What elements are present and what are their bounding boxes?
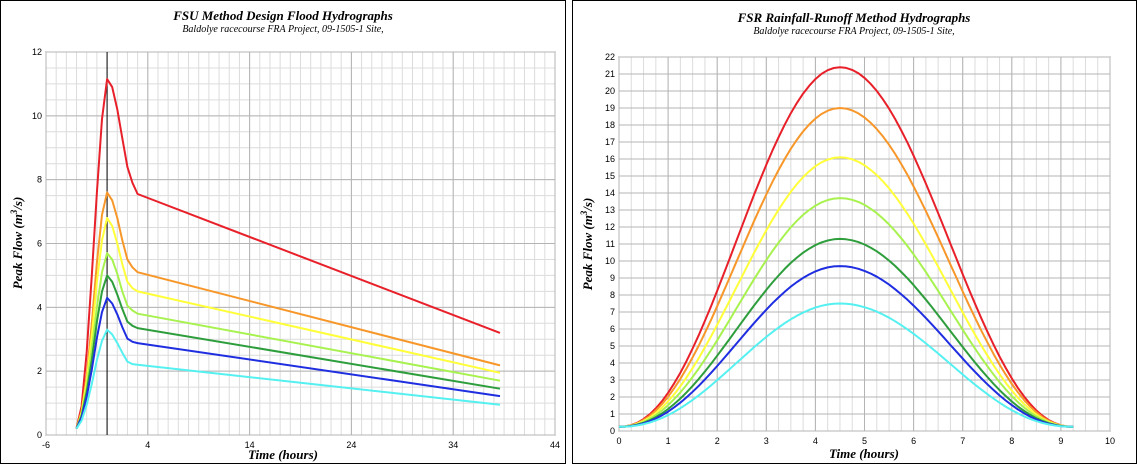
fsr-y-tick-label: 2 [610, 392, 615, 402]
fsr-y-tick-label: 6 [610, 324, 615, 334]
fsr-series-line-2 [618, 107, 1074, 428]
fsr-x-tick-label: 5 [862, 436, 867, 446]
fsr-y-tick-label: 4 [610, 358, 615, 368]
fsr-y-tick-label: 13 [605, 205, 615, 215]
fsr-y-tick-label: 21 [605, 69, 615, 79]
fsu-y-tick-label: 10 [32, 111, 42, 121]
fsu-hydrograph-chart: FSU Method Design Flood Hydrographs Bald… [0, 0, 566, 464]
fsr-x-tick-label: 2 [715, 436, 720, 446]
fsu-series-line-6 [75, 296, 501, 430]
fsu-x-tick-label: 14 [245, 440, 255, 450]
fsr-y-tick-label: 16 [605, 154, 615, 164]
fsu-series-line-5 [75, 274, 501, 429]
fsr-x-tick-label: 3 [764, 436, 769, 446]
fsr-x-tick-label: 1 [666, 436, 671, 446]
fsr-x-tick-label: 9 [1058, 436, 1063, 446]
fsr-x-tick-label: 10 [1105, 436, 1115, 446]
fsr-x-tick-label: 0 [616, 436, 621, 446]
fsr-y-tick-label: 9 [610, 273, 615, 283]
fsu-y-tick-label: 8 [37, 175, 42, 185]
fsu-x-tick-label: 24 [346, 440, 356, 450]
fsr-y-tick-label: 12 [605, 222, 615, 232]
fsr-y-tick-label: 17 [605, 137, 615, 147]
fsr-series-line-1 [618, 66, 1074, 428]
fsr-y-tick-label: 22 [605, 52, 615, 62]
fsr-series-line-5 [618, 237, 1074, 428]
fsr-y-tick-label: 0 [610, 426, 615, 436]
fsr-y-tick-label: 18 [605, 120, 615, 130]
fsr-series-line-7 [618, 302, 1074, 428]
fsu-series-line-1 [75, 78, 501, 429]
fsr-chart-canvas: FSR Rainfall-Runoff Method Hydrographs B… [572, 0, 1137, 464]
fsr-y-tick-label: 10 [605, 256, 615, 266]
fsu-y-tick-label: 2 [37, 366, 42, 376]
fsu-y-tick-label: 6 [37, 239, 42, 249]
fsu-x-axis-label: Time (hours) [248, 447, 318, 462]
fsr-y-tick-label: 14 [605, 188, 615, 198]
fsr-y-tick-label: 8 [610, 290, 615, 300]
fsr-y-tick-label: 5 [610, 341, 615, 351]
fsr-tick-labels: 0 1 2 3 4 5 6 7 8 9 100123456789101112131415161718… [605, 52, 1115, 446]
fsr-y-tick-label: 19 [605, 103, 615, 113]
fsu-x-tick-label: -6 [42, 440, 50, 450]
fsr-chart-subtitle: Baldolye racecourse FRA Project, 09-1505… [753, 26, 954, 37]
fsu-series-line-7 [75, 328, 501, 430]
fsr-series-line-6 [618, 265, 1074, 428]
fsu-y-tick-label: 0 [37, 430, 42, 440]
fsr-y-axis-label: Peak Flow (m3/s) [579, 198, 595, 291]
fsr-x-tick-label: 6 [911, 436, 916, 446]
fsr-series-line-4 [618, 197, 1074, 428]
fsu-series-group [75, 78, 501, 430]
fsr-y-tick-label: 3 [610, 375, 615, 385]
fsr-x-tick-label: 8 [1009, 436, 1014, 446]
fsu-chart-title: FSU Method Design Flood Hydrographs [172, 8, 393, 23]
fsu-y-tick-label: 12 [32, 47, 42, 57]
fsr-y-tick-label: 20 [605, 86, 615, 96]
fsr-x-tick-label: 7 [960, 436, 965, 446]
fsr-grid [618, 56, 1111, 432]
fsu-chart-canvas: FSU Method Design Flood Hydrographs Bald… [0, 0, 566, 464]
fsr-y-tick-label: 1 [610, 409, 615, 419]
fsr-x-axis-label: Time (hours) [829, 446, 899, 461]
fsr-series-line-3 [618, 156, 1074, 428]
fsr-chart-title: FSR Rainfall-Runoff Method Hydrographs [737, 10, 971, 25]
fsr-y-tick-label: 11 [606, 239, 615, 249]
fsr-y-tick-label: 7 [610, 307, 615, 317]
fsu-x-tick-label: 34 [448, 440, 458, 450]
fsr-series-group [618, 66, 1074, 428]
fsr-x-tick-label: 4 [813, 436, 818, 446]
fsr-hydrograph-chart: FSR Rainfall-Runoff Method Hydrographs B… [572, 0, 1137, 464]
fsu-x-tick-label: 4 [145, 440, 150, 450]
fsr-y-tick-label: 15 [605, 171, 615, 181]
fsu-y-axis-label: Peak Flow (m3/s) [9, 197, 25, 290]
fsu-y-tick-label: 4 [37, 302, 42, 312]
fsu-chart-subtitle: Baldolye racecourse FRA Project, 09-1505… [182, 24, 383, 35]
fsu-x-tick-label: 44 [550, 440, 560, 450]
